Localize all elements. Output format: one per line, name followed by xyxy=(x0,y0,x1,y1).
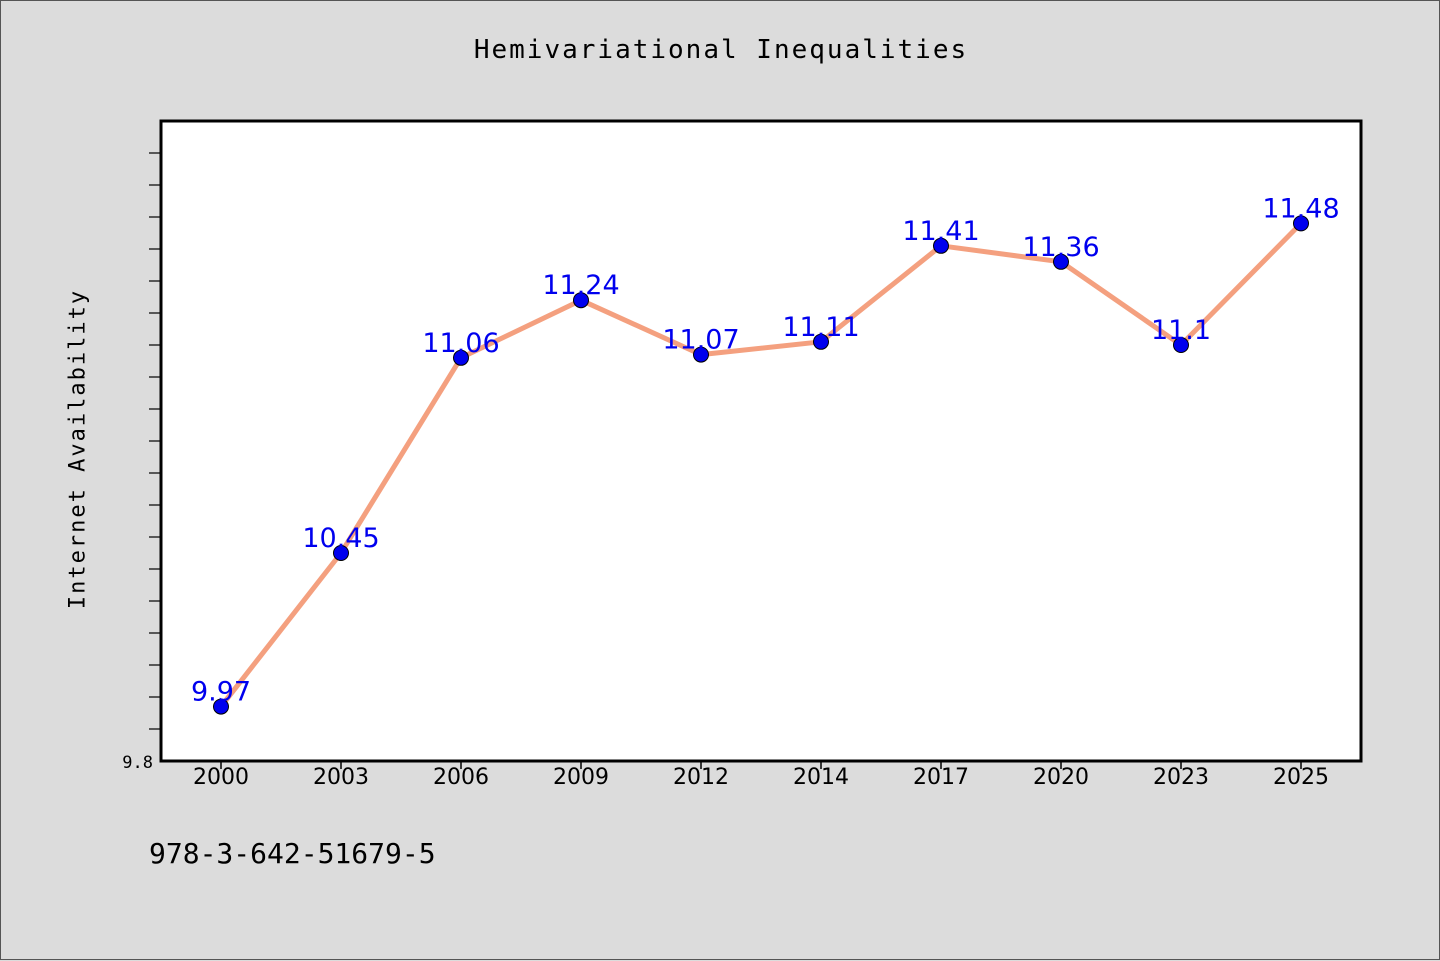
data-point xyxy=(1173,337,1189,353)
x-tick-label: 2023 xyxy=(1153,765,1209,790)
data-label: 11.41 xyxy=(902,216,979,247)
x-tick-label: 2025 xyxy=(1273,765,1329,790)
data-point xyxy=(333,545,349,561)
x-tick-label: 2020 xyxy=(1033,765,1089,790)
y-tick-label: 9.8 xyxy=(122,753,153,773)
x-tick-label: 2000 xyxy=(193,765,249,790)
chart-title: Hemivariational Inequalities xyxy=(473,35,969,65)
data-label: 10.45 xyxy=(302,523,379,554)
series-line xyxy=(219,221,1303,709)
x-tick-label: 2014 xyxy=(793,765,849,790)
plot-area xyxy=(159,119,1363,763)
data-point xyxy=(693,346,709,363)
x-tick-label: 2017 xyxy=(913,765,969,790)
data-label: 11.1 xyxy=(1151,315,1211,346)
x-tick-label: 2006 xyxy=(433,765,489,790)
data-label: 11.11 xyxy=(782,312,859,343)
data-label: 11.36 xyxy=(1022,232,1099,263)
data-point xyxy=(813,333,829,350)
x-tick-label: 2012 xyxy=(673,765,729,790)
data-label: 11.24 xyxy=(542,270,619,301)
data-label: 11.07 xyxy=(662,325,739,356)
data-point xyxy=(1293,215,1309,232)
footer-code: 978-3-642-51679-5 xyxy=(149,837,436,870)
data-label: 11.48 xyxy=(1262,193,1339,224)
data-point xyxy=(1053,253,1069,270)
x-tick-label: 2009 xyxy=(553,765,609,790)
x-tick-label: 2003 xyxy=(313,765,369,790)
data-point xyxy=(453,349,469,366)
data-label: 11.06 xyxy=(422,328,499,359)
data-label: 9.97 xyxy=(191,677,251,708)
data-point xyxy=(213,698,229,715)
data-point xyxy=(573,292,589,309)
data-point xyxy=(933,237,949,254)
